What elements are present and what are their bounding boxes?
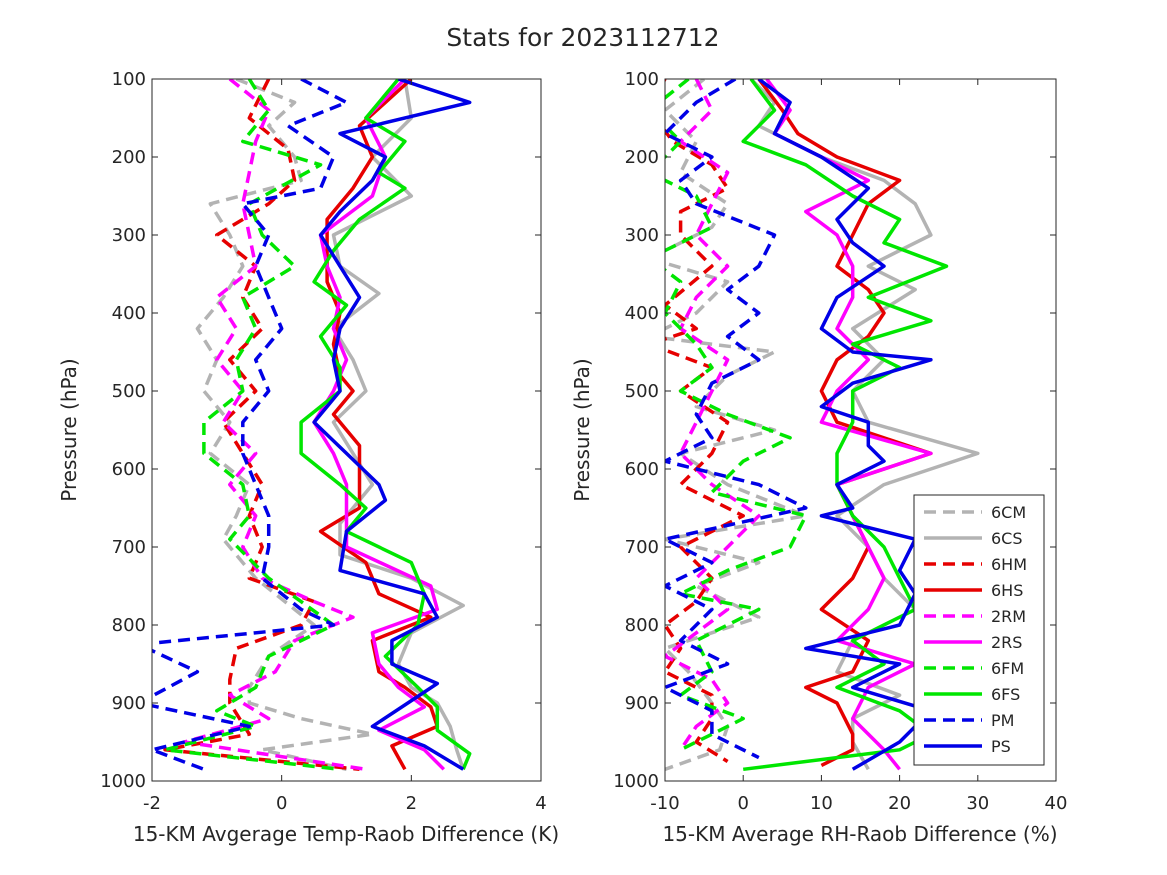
y-tick-label: 100 xyxy=(112,69,146,90)
y-tick-label: 200 xyxy=(112,147,146,168)
series-line-6hm xyxy=(163,79,360,772)
y-tick-label: 1000 xyxy=(100,771,146,792)
series-line-ps xyxy=(757,79,933,771)
x-tick-labels: -10 0 10 20 30 40 xyxy=(650,793,1067,814)
y-tick-label: 700 xyxy=(112,537,146,558)
legend-entry-6fm: 6FM xyxy=(924,659,1024,678)
legend-label: 6CS xyxy=(991,529,1023,548)
y-tick-label: 600 xyxy=(112,459,146,480)
legend-entry-6cs: 6CS xyxy=(924,529,1023,548)
legend-label: 6HS xyxy=(991,581,1023,600)
temp-difference-panel: -2 0 2 4 100 200 300 400 500 600 700 800 900 1000 15… xyxy=(57,69,559,846)
y-tick-label: 400 xyxy=(112,303,146,324)
y-tick-label: 500 xyxy=(112,381,146,402)
y-axis-label: Pressure (hPa) xyxy=(57,358,81,501)
y-tick-label: 200 xyxy=(625,147,659,168)
x-axis-label: 15-KM Avgerage Temp-Raob Difference (K) xyxy=(133,822,559,846)
y-tick-label: 500 xyxy=(625,381,659,402)
y-tick-label: 300 xyxy=(112,225,146,246)
legend-label: 6HM xyxy=(991,555,1027,574)
series-line-6hm xyxy=(665,79,745,763)
legend-label: 2RM xyxy=(991,607,1026,626)
legend-entry-6hs: 6HS xyxy=(924,581,1023,600)
legend-entry-pm: PM xyxy=(924,711,1014,730)
legend-entry-6hm: 6HM xyxy=(924,555,1027,574)
series-line-ps xyxy=(312,79,472,771)
y-tick-label: 400 xyxy=(625,303,659,324)
x-tick-label: -10 xyxy=(650,793,679,814)
y-tick-label: 600 xyxy=(625,459,659,480)
y-tick-label: 1000 xyxy=(613,771,659,792)
legend-entry-6fs: 6FS xyxy=(924,685,1020,704)
y-axis-label: Pressure (hPa) xyxy=(570,358,594,501)
legend: 6CM 6CS 6HM 6HS 2RM 2RS 6FM 6FS PM PS xyxy=(913,494,1045,766)
y-tick-label: 800 xyxy=(112,615,146,636)
y-tick-label: 800 xyxy=(625,615,659,636)
legend-entry-ps: PS xyxy=(924,737,1011,756)
series-line-6fm xyxy=(665,79,808,752)
series-line-6fs xyxy=(741,79,949,772)
x-tick-label: 0 xyxy=(276,793,287,814)
y-tick-label: 900 xyxy=(112,693,146,714)
series-group xyxy=(665,79,980,772)
series-line-2rm xyxy=(182,79,367,772)
tick-marks xyxy=(151,78,542,782)
rh-difference-panel: -10 0 10 20 30 40 100 200 300 400 500 600 700 800 900… xyxy=(570,69,1067,846)
x-tick-label: 10 xyxy=(810,793,833,814)
legend-box xyxy=(913,494,1045,766)
series-line-6fs xyxy=(299,79,472,770)
x-axis-label: 15-KM Average RH-Raob Difference (%) xyxy=(662,822,1057,846)
series-group xyxy=(152,79,472,772)
y-tick-label: 300 xyxy=(625,225,659,246)
tick-marks xyxy=(664,78,1057,782)
series-line-2rs xyxy=(312,79,446,771)
x-tick-label: -2 xyxy=(143,793,161,814)
x-tick-label: 4 xyxy=(535,793,546,814)
x-tick-label: 2 xyxy=(406,793,417,814)
legend-entry-2rs: 2RS xyxy=(924,633,1022,652)
legend-label: 6FM xyxy=(991,659,1024,678)
legend-entry-2rm: 2RM xyxy=(924,607,1026,626)
x-tick-labels: -2 0 2 4 xyxy=(143,793,547,814)
legend-label: PM xyxy=(991,711,1014,730)
legend-entry-6cm: 6CM xyxy=(924,503,1026,522)
x-tick-label: 0 xyxy=(737,793,748,814)
legend-label: 2RS xyxy=(991,633,1022,652)
plot-frame xyxy=(151,78,542,782)
series-line-pm xyxy=(152,79,349,771)
y-tick-labels: 100 200 300 400 500 600 700 800 900 1000 xyxy=(613,69,659,792)
series-line-6cm xyxy=(665,79,808,771)
y-tick-labels: 100 200 300 400 500 600 700 800 900 1000 xyxy=(100,69,146,792)
x-tick-label: 30 xyxy=(966,793,989,814)
legend-label: 6FS xyxy=(991,685,1020,704)
y-tick-label: 100 xyxy=(625,69,659,90)
series-line-pm xyxy=(665,79,808,760)
figure-title: Stats for 2023112712 xyxy=(446,23,719,52)
y-tick-label: 900 xyxy=(625,693,659,714)
x-tick-label: 20 xyxy=(888,793,911,814)
series-line-2rm xyxy=(665,79,761,751)
plot-frame xyxy=(664,78,1057,782)
y-tick-label: 700 xyxy=(625,537,659,558)
series-line-6hs xyxy=(757,79,933,767)
x-tick-label: 40 xyxy=(1045,793,1068,814)
series-line-6cm xyxy=(195,79,375,772)
legend-label: 6CM xyxy=(991,503,1026,522)
legend-label: PS xyxy=(991,737,1011,756)
